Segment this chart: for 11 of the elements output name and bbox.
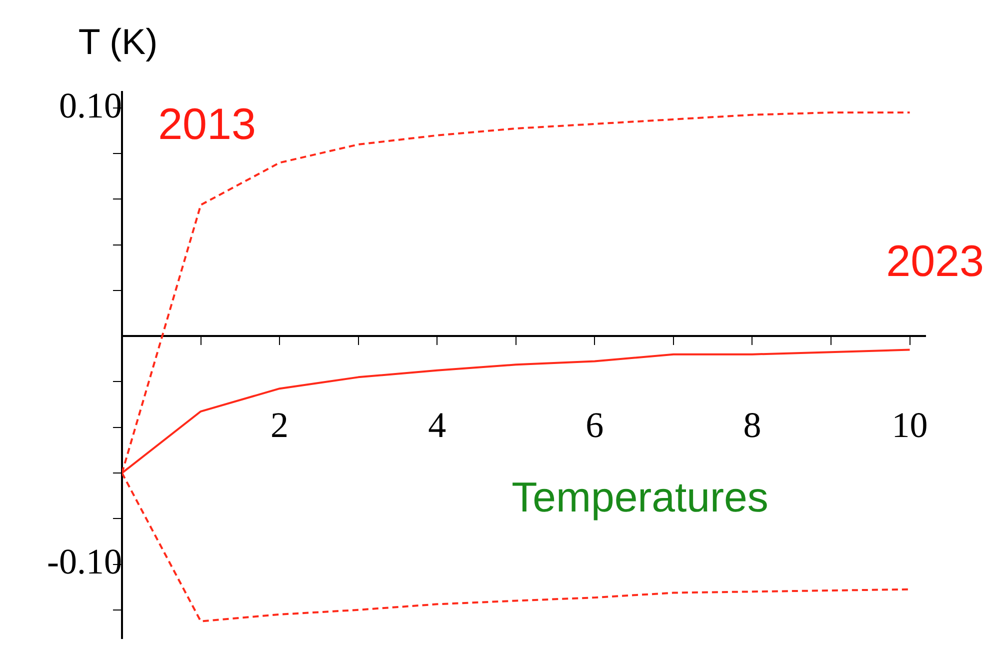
y-tick-label: 0.10 [59, 85, 122, 126]
x-tick-label: 6 [586, 405, 604, 446]
x-tick-label: 4 [428, 405, 446, 446]
x-tick-label: 8 [743, 405, 762, 446]
y-tick-label: -0.10 [47, 542, 122, 582]
y-axis-title: T (K) [78, 20, 158, 62]
x-tick-label: 2 [270, 405, 289, 446]
annotation: 2023 [886, 237, 984, 286]
x-tick-label: 10 [892, 405, 928, 446]
annotation: Temperatures [512, 474, 768, 521]
annotation: 2013 [158, 100, 256, 150]
